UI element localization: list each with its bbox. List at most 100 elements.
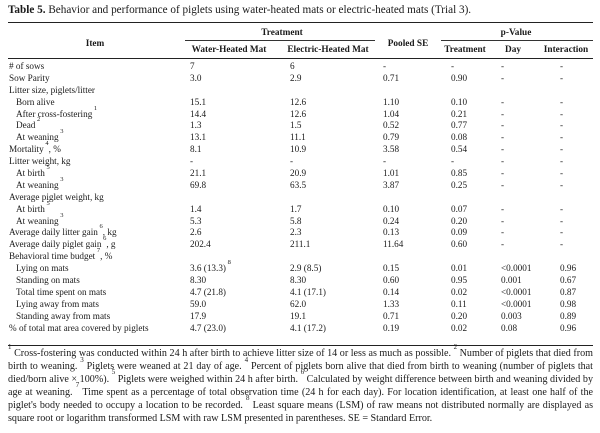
cell-p-interaction: - — [560, 73, 563, 85]
table-row: # of sows 7 6 - - - - — [0, 61, 600, 73]
footnote-number: 7 — [75, 381, 80, 390]
cell-water-value: 202.4 — [190, 239, 211, 250]
cell-p-treatment: 0.02 — [451, 287, 467, 299]
cell-p-interaction-value: - — [560, 239, 564, 250]
cell-water: 2.6 — [190, 227, 201, 239]
cell-electric: 1.5 — [290, 120, 301, 132]
cell-p-interaction-value: - — [560, 132, 564, 143]
cell-p-interaction-value: - — [560, 108, 564, 119]
cell-pooled-se: 3.58 — [383, 144, 399, 156]
row-item-label: Mortality — [9, 144, 44, 155]
header-electric: Electric-Heated Mat — [287, 45, 369, 55]
cell-p-day-value: - — [501, 203, 505, 214]
footnote-number: 5 — [111, 368, 116, 377]
cell-p-treatment-value: - — [451, 156, 455, 167]
cell-p-treatment-value: 0.10 — [451, 96, 468, 107]
cell-pooled-se-value: 3.58 — [383, 144, 400, 155]
row-item-unit: , g — [106, 239, 116, 250]
cell-electric: 63.5 — [290, 180, 306, 192]
cell-pooled-se-value: 0.24 — [383, 215, 400, 226]
footnote-text: Calculated by weight difference between … — [8, 373, 593, 398]
row-item: Behavioral time budget 7, % — [9, 247, 112, 263]
footnote-marker: 3 — [58, 211, 64, 219]
cell-p-treatment: 0.54 — [451, 144, 467, 156]
header-treatment-group: Treatment — [261, 28, 303, 38]
footnote-text: Number of piglets that died from birth t… — [8, 348, 593, 372]
row-item: Average daily piglet gain 6, g — [9, 236, 116, 251]
cell-p-interaction-value: - — [560, 179, 564, 190]
cell-p-day-value: 0.003 — [501, 310, 522, 321]
cell-p-day: 0.003 — [501, 311, 522, 323]
table-row: % of total mat area covered by piglets 4.… — [0, 323, 600, 335]
row-item: # of sows — [9, 61, 44, 73]
cell-p-day: - — [501, 73, 504, 85]
table-caption: Table 5. Behavior and performance of pig… — [8, 3, 598, 17]
cell-electric: 20.9 — [290, 168, 306, 180]
table-row: At birth 5 1.4 1.7 0.10 0.07 - - — [0, 200, 600, 216]
footnote-marker: 3 — [58, 128, 64, 136]
cell-water: 8.30 — [190, 275, 206, 287]
cell-electric: 12.6 — [290, 109, 306, 121]
cell-pooled-se: - — [383, 156, 386, 168]
row-item: At weaning 3 — [16, 212, 63, 228]
footnote-number: 6 — [300, 368, 305, 377]
cell-water: 1.3 — [190, 120, 201, 132]
cell-p-interaction: - — [560, 168, 563, 180]
cell-pooled-se-value: 0.15 — [383, 263, 400, 274]
cell-water: 3.6 (13.3) 8 — [190, 259, 231, 275]
cell-water-value: 15.1 — [190, 96, 207, 107]
footnote-text: Time spent as a percentage of total obse… — [8, 386, 593, 411]
cell-p-treatment: 0.20 — [451, 311, 467, 323]
footnote-marker: 5 — [44, 199, 50, 207]
cell-pooled-se-value: 1.01 — [383, 168, 400, 179]
cell-pooled-se-value: 0.10 — [383, 203, 400, 214]
cell-p-treatment: 0.21 — [451, 109, 467, 121]
cell-p-treatment: 0.01 — [451, 263, 467, 275]
cell-p-interaction: 0.96 — [560, 263, 576, 275]
cell-p-day: - — [501, 120, 504, 132]
cell-pooled-se-value: 0.60 — [383, 275, 400, 286]
cell-electric: 2.9 (8.5) — [290, 263, 321, 275]
footnote-marker: 3 — [58, 175, 64, 183]
cell-p-interaction-value: 0.96 — [560, 263, 577, 274]
footnote-number: 3 — [80, 355, 84, 364]
cell-p-interaction: 0.67 — [560, 275, 576, 287]
cell-electric-value: 1.7 — [290, 203, 302, 214]
cell-electric: - — [290, 156, 293, 168]
cell-pooled-se-value: - — [383, 61, 387, 71]
cell-water-value: 1.4 — [190, 203, 202, 214]
cell-pooled-se-value: 0.13 — [383, 227, 400, 238]
row-item-label: At birth — [16, 203, 45, 214]
cell-pooled-se-value: 3.87 — [383, 179, 400, 190]
cell-p-interaction: - — [560, 144, 563, 156]
cell-p-treatment-value: 0.85 — [451, 168, 468, 179]
cell-p-treatment: 0.10 — [451, 97, 467, 109]
cell-p-day: - — [501, 61, 504, 73]
cell-p-treatment: 0.95 — [451, 275, 467, 287]
cell-p-treatment-value: 0.20 — [451, 215, 468, 226]
cell-p-interaction-value: - — [560, 156, 564, 167]
cell-electric: 12.6 — [290, 97, 306, 109]
cell-electric: 2.9 — [290, 73, 301, 85]
cell-p-interaction-value: - — [560, 215, 564, 226]
cell-p-day-value: - — [501, 168, 505, 179]
row-item-label: At weaning — [16, 132, 59, 143]
cell-p-treatment-value: 0.01 — [451, 263, 468, 274]
cell-pooled-se: 1.01 — [383, 168, 399, 180]
cell-p-treatment: 0.85 — [451, 168, 467, 180]
cell-electric-value: 6 — [290, 61, 295, 71]
cell-water-value: 1.3 — [190, 120, 202, 131]
table-row: Lying on mats 3.6 (13.3) 8 2.9 (8.5) 0.15 0.… — [0, 259, 600, 275]
cell-pooled-se: 1.04 — [383, 109, 399, 121]
header-pvalue-group: p-Value — [500, 28, 532, 38]
cell-p-treatment-value: 0.02 — [451, 322, 468, 333]
cell-water: 21.1 — [190, 168, 206, 180]
cell-p-treatment: 0.77 — [451, 120, 467, 132]
cell-electric-value: 10.9 — [290, 144, 307, 155]
row-item-label: Total time spent on mats — [16, 286, 107, 297]
table-row: Sow Parity 3.0 2.9 0.71 0.90 - - — [0, 73, 600, 85]
cell-water-value: 3.6 (13.3) — [190, 263, 226, 274]
cell-electric-value: 19.1 — [290, 310, 307, 321]
cell-water-value: 5.3 — [190, 215, 202, 226]
